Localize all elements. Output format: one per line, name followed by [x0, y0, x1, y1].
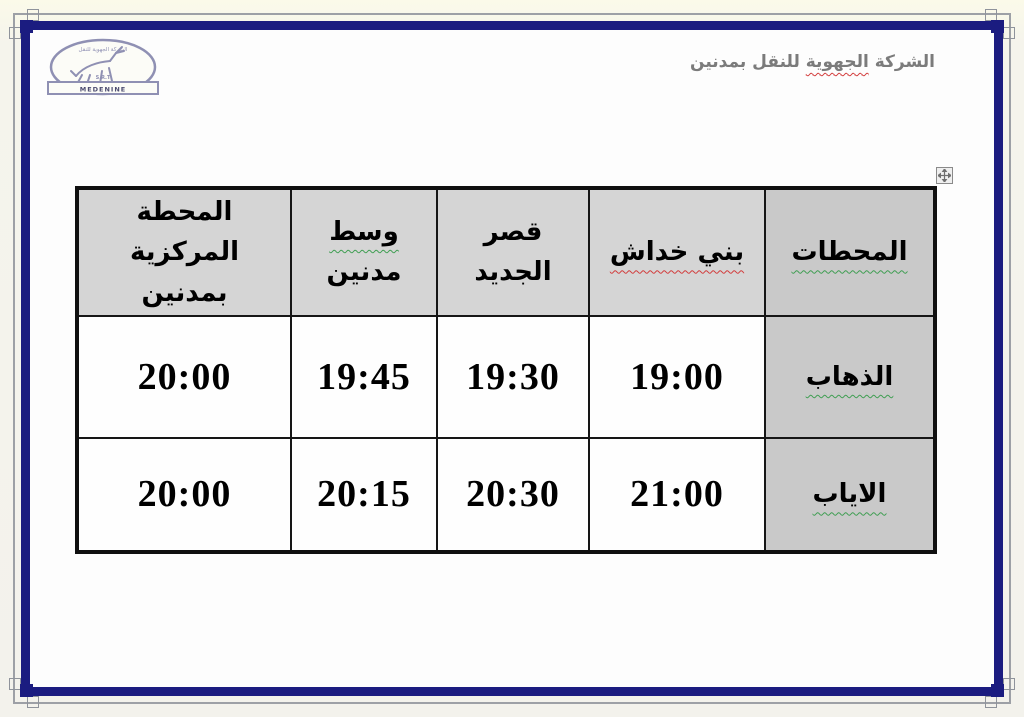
row-return: الاياب 21:00 20:30 20:15 20:00: [76, 436, 936, 553]
row-label-return: الاياب: [764, 436, 936, 553]
company-title: الشركة الجهوية للنقل بمدنين: [690, 52, 935, 72]
border-corner-ornament: [976, 669, 1024, 717]
cell-departure-central-station: 20:00: [76, 314, 292, 439]
cell-departure-wast-madanin: 19:45: [290, 314, 438, 439]
border-corner-ornament: [0, 669, 48, 717]
col-header-wast-madanin: وسط مدنين: [290, 187, 438, 317]
cell-return-central-station: 20:00: [76, 436, 292, 553]
row-departure: الذهاب 19:00 19:30 19:45 20:00: [76, 314, 936, 439]
cell-return-beni-khedache: 21:00: [588, 436, 766, 553]
col-header-central-station: المحطة المركزية بمدنين: [76, 187, 292, 317]
row-label-departure: الذهاب: [764, 314, 936, 439]
col-header-ksar-jedid: قصر الجديد: [436, 187, 590, 317]
logo-arc-text: الشركة الجهوية للنقل: [79, 46, 128, 53]
company-title-part2: الجهوية: [805, 52, 869, 72]
company-title-part3: للنقل بمدنين: [690, 52, 800, 72]
company-logo: الشركة الجهوية للنقل S.R.T MEDENINE: [47, 38, 159, 96]
logo-acronym: S.R.T: [96, 75, 111, 81]
logo-banner-text: MEDENINE: [80, 86, 126, 94]
company-title-part1: الشركة: [874, 52, 935, 72]
border-corner-ornament: [976, 0, 1024, 48]
col-header-stations: المحطات: [764, 187, 936, 317]
border-corner-ornament: [0, 0, 48, 48]
table-move-handle-icon[interactable]: [936, 167, 953, 184]
page-border-outer: [13, 13, 1011, 704]
cell-return-wast-madanin: 20:15: [290, 436, 438, 553]
cell-departure-beni-khedache: 19:00: [588, 314, 766, 439]
cell-departure-ksar-jedid: 19:30: [436, 314, 590, 439]
header-row: المحطات بني خداش قصر الجديد وسط مدنين ال…: [76, 187, 936, 317]
cell-return-ksar-jedid: 20:30: [436, 436, 590, 553]
logo-banner: [47, 81, 159, 95]
bus-timetable: المحطات بني خداش قصر الجديد وسط مدنين ال…: [75, 186, 937, 554]
col-header-beni-khedache: بني خداش: [588, 187, 766, 317]
